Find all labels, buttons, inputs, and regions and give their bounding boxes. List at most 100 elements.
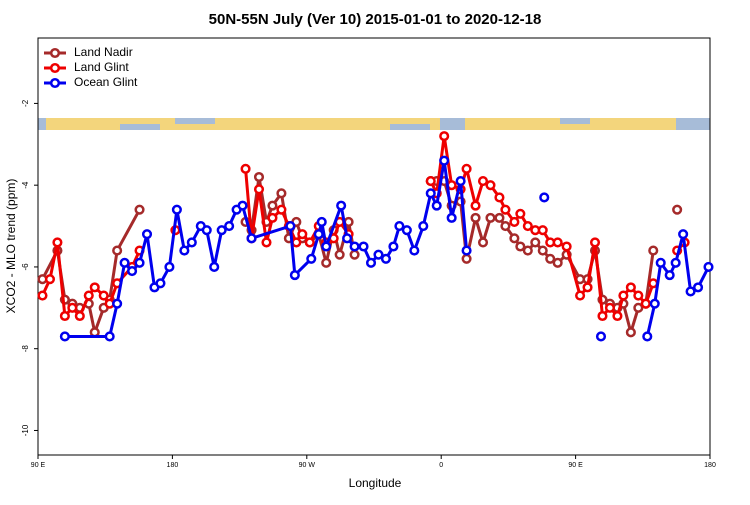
data-point xyxy=(664,270,675,281)
data-point xyxy=(470,212,481,223)
y-tick-label: -10 xyxy=(21,424,30,436)
data-point xyxy=(44,274,55,285)
data-point xyxy=(648,245,659,256)
data-point xyxy=(439,155,450,166)
data-point xyxy=(461,253,472,264)
data-point xyxy=(304,237,315,248)
data-point xyxy=(703,261,714,272)
data-point xyxy=(649,298,660,309)
data-point xyxy=(515,208,526,219)
data-point xyxy=(388,241,399,252)
data-point xyxy=(119,257,130,268)
data-point xyxy=(261,237,272,248)
data-point xyxy=(446,212,457,223)
data-point xyxy=(336,200,347,211)
data-point xyxy=(693,282,704,293)
x-axis-label: Longitude xyxy=(349,476,402,490)
data-point xyxy=(633,302,644,313)
data-point xyxy=(112,245,123,256)
data-point xyxy=(612,310,623,322)
data-point xyxy=(316,216,327,228)
data-point xyxy=(98,290,109,301)
data-point xyxy=(425,188,436,199)
data-point xyxy=(164,261,175,272)
data-point xyxy=(289,270,300,281)
data-point xyxy=(373,249,384,260)
data-point xyxy=(74,310,85,322)
y-axis-label: XCO2 - MLO trend (ppm) xyxy=(4,179,18,314)
data-point xyxy=(52,237,63,248)
x-tick-label: 0 xyxy=(439,462,443,469)
plot-frame xyxy=(37,37,711,456)
data-point xyxy=(539,192,550,203)
data-point xyxy=(297,229,308,240)
data-point xyxy=(127,265,138,277)
data-point xyxy=(358,241,369,252)
data-point xyxy=(455,176,466,187)
data-point xyxy=(678,229,689,240)
data-point xyxy=(494,192,505,203)
data-point xyxy=(500,221,511,232)
data-point xyxy=(461,245,472,256)
x-tick-label: 180 xyxy=(704,462,716,469)
data-point xyxy=(500,204,511,215)
x-tick-label: 90 W xyxy=(299,462,316,469)
data-point xyxy=(537,245,548,256)
data-point xyxy=(380,253,391,264)
data-point xyxy=(237,200,248,211)
data-point xyxy=(246,233,257,244)
data-point xyxy=(171,204,182,215)
data-point xyxy=(642,331,653,342)
y-tick-label: -8 xyxy=(21,345,30,353)
data-point xyxy=(216,225,227,236)
data-point xyxy=(670,257,681,268)
data-point xyxy=(633,290,644,301)
data-point xyxy=(186,237,197,248)
y-tick-label: -2 xyxy=(21,99,30,107)
data-point xyxy=(522,245,533,256)
x-tick-label: 90 E xyxy=(31,462,46,469)
data-point xyxy=(537,225,548,236)
data-point xyxy=(618,290,629,301)
data-point xyxy=(477,176,489,187)
data-point xyxy=(582,282,593,293)
data-point xyxy=(334,249,345,260)
chart-title: 50N-55N July (Ver 10) 2015-01-01 to 2020… xyxy=(209,11,542,28)
legend-label: Land Nadir xyxy=(74,45,133,59)
data-point xyxy=(470,200,481,211)
data-point xyxy=(253,184,265,195)
data-point xyxy=(285,221,296,232)
data-point xyxy=(155,278,166,289)
legend-label: Land Glint xyxy=(74,60,129,74)
legend-marker xyxy=(49,47,61,59)
data-point xyxy=(276,188,287,199)
data-point xyxy=(595,331,607,342)
data-point xyxy=(141,229,153,240)
data-point xyxy=(589,237,601,248)
data-point xyxy=(545,253,556,264)
data-point xyxy=(201,225,212,236)
legend-label: Ocean Glint xyxy=(74,75,138,89)
data-point xyxy=(349,249,360,260)
y-tick-label: -4 xyxy=(21,181,30,189)
legend-marker xyxy=(49,77,61,89)
data-point xyxy=(313,229,324,240)
data-point xyxy=(640,298,651,309)
x-tick-label: 90 E xyxy=(568,462,583,469)
data-point xyxy=(685,286,696,297)
data-point xyxy=(509,216,520,228)
data-point xyxy=(509,233,520,244)
data-point xyxy=(67,302,78,313)
data-point xyxy=(306,253,317,264)
data-point xyxy=(83,290,94,301)
data-point xyxy=(240,163,251,174)
data-point xyxy=(552,257,563,268)
data-point xyxy=(59,331,70,342)
data-point xyxy=(522,221,533,232)
data-point xyxy=(321,257,332,268)
data-point xyxy=(209,261,220,272)
data-point xyxy=(37,290,48,301)
land-ocean-strip xyxy=(38,118,710,130)
data-point xyxy=(418,221,429,232)
